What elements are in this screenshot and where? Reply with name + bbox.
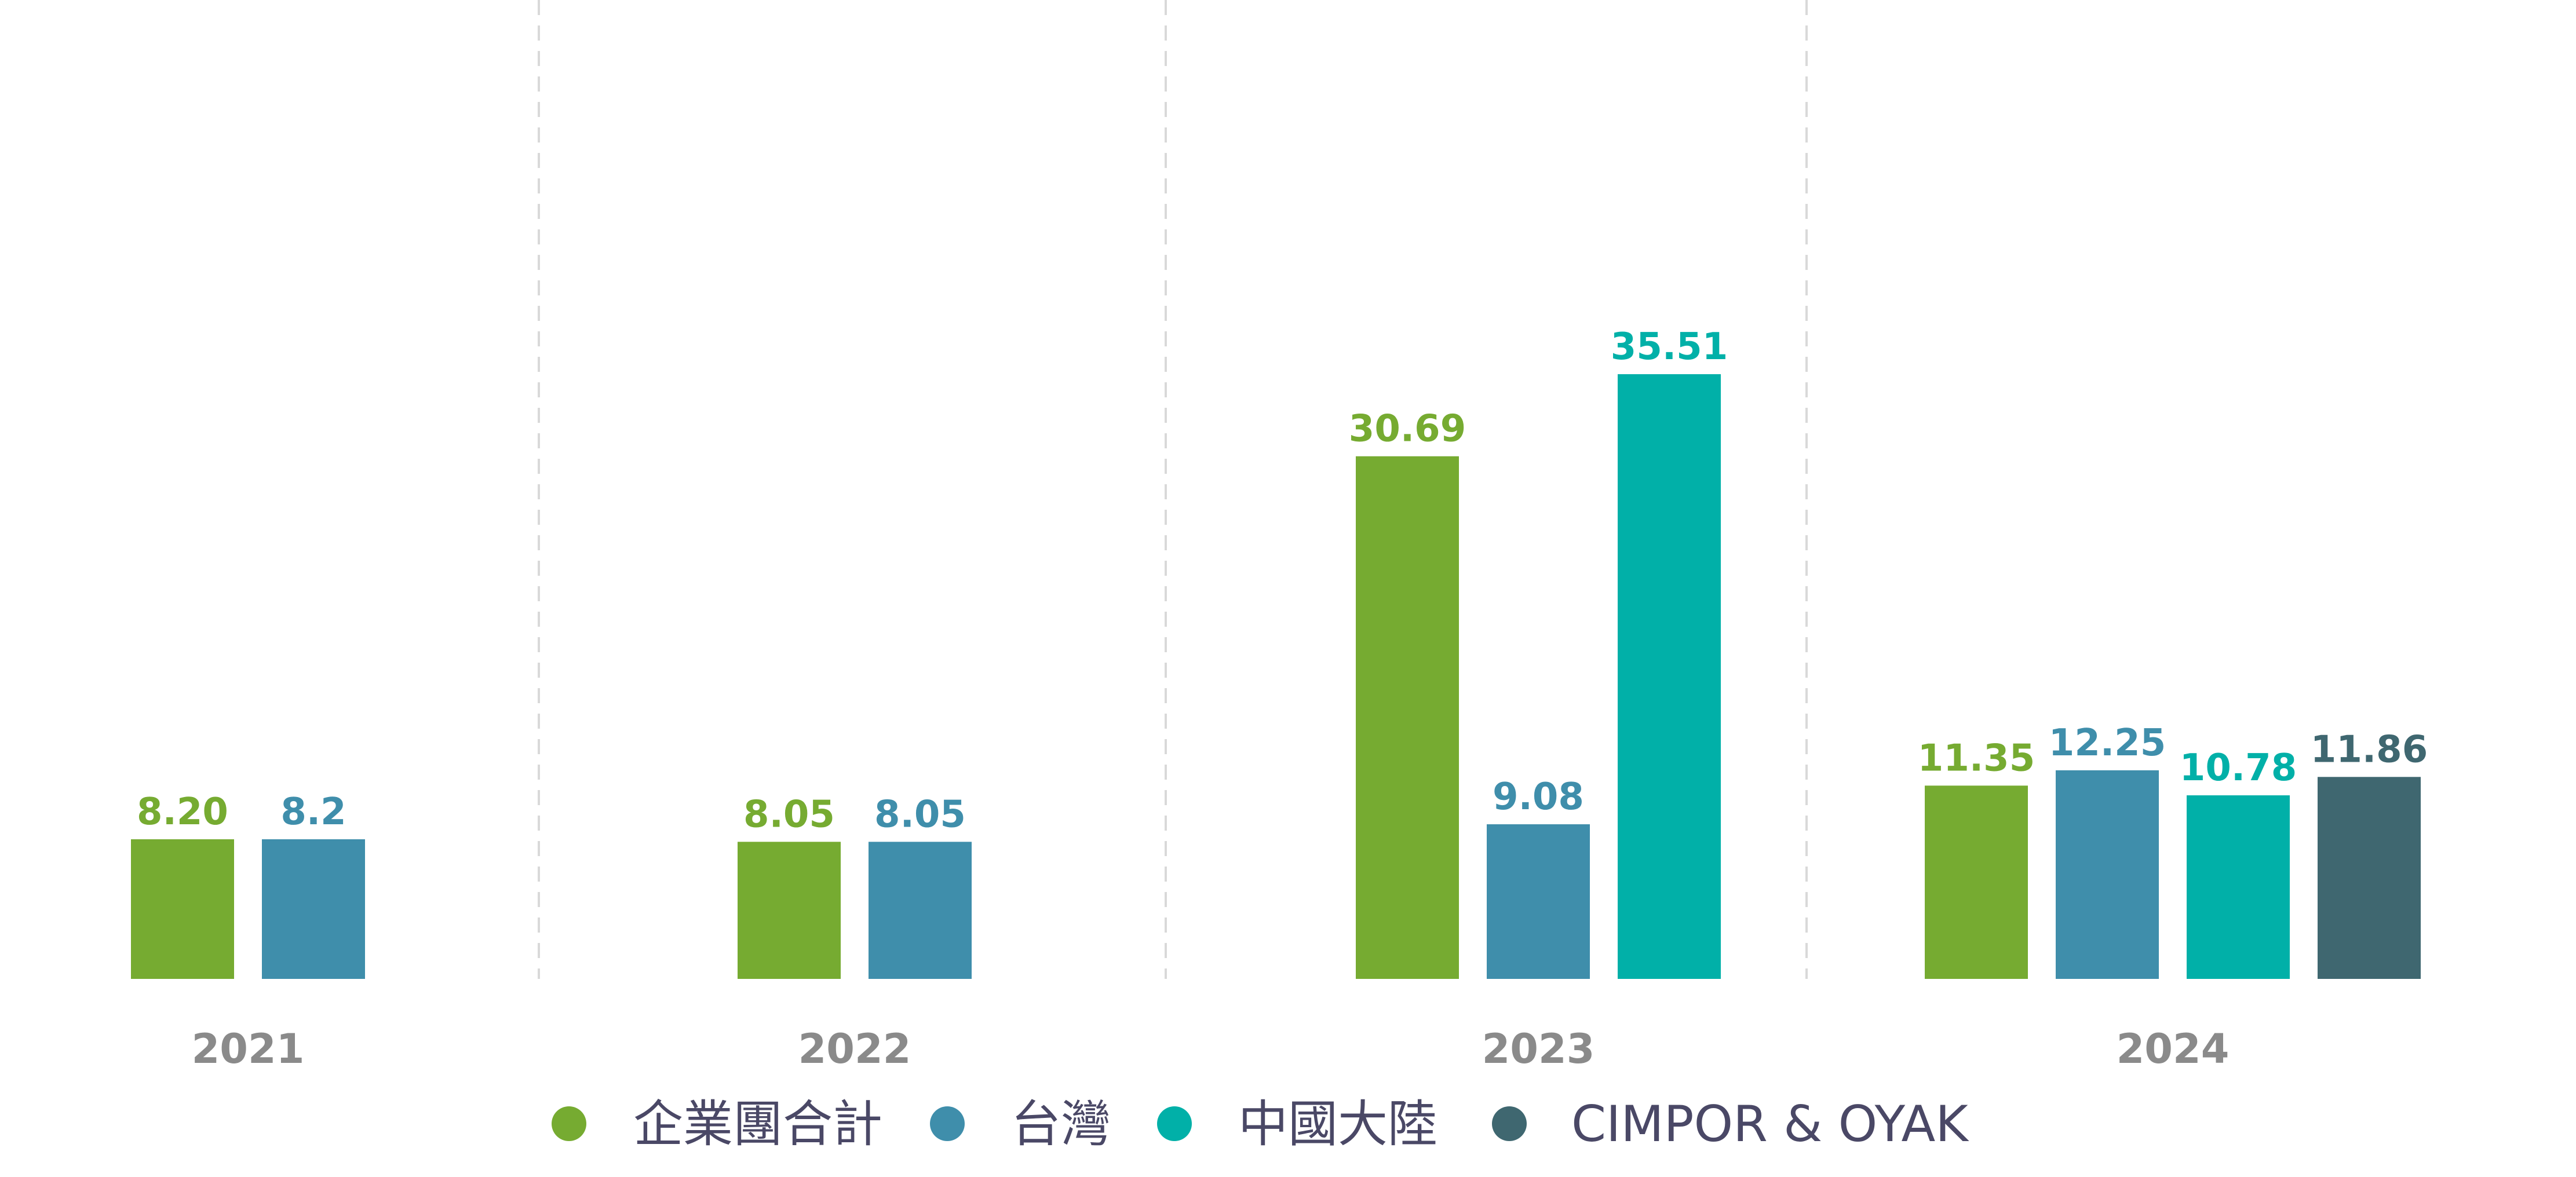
bar-value-label: 8.05 <box>743 793 835 836</box>
bar-value-label: 8.05 <box>874 793 966 836</box>
bar-value-label: 11.86 <box>2311 728 2428 771</box>
bar-value-label: 9.08 <box>1493 776 1584 818</box>
x-tick-label-2022: 2022 <box>798 1025 911 1073</box>
legend-swatch <box>1492 1106 1527 1141</box>
bar-2024-2 <box>2187 795 2290 979</box>
bar-2022-1 <box>869 842 972 979</box>
legend-swatch <box>930 1106 965 1141</box>
bar-value-label: 11.35 <box>1918 737 2035 780</box>
x-tick-label-2021: 2021 <box>192 1025 305 1073</box>
bar-2024-3 <box>2318 777 2421 979</box>
legend-label: CIMPOR & OYAK <box>1571 1095 1969 1153</box>
bar-value-label: 30.69 <box>1349 408 1466 451</box>
legend-label: 台灣 <box>1011 1095 1111 1153</box>
bar-2024-1 <box>2056 770 2159 979</box>
bar-2023-2 <box>1618 374 1721 979</box>
bar-value-label: 8.2 <box>280 791 346 834</box>
x-tick-label-2023: 2023 <box>1482 1025 1595 1073</box>
bar-value-label: 35.51 <box>1611 326 1728 368</box>
legend-swatch <box>552 1106 586 1141</box>
x-tick-label-2024: 2024 <box>2117 1025 2230 1073</box>
legend-label: 中國大陸 <box>1238 1095 1437 1153</box>
legend-swatch <box>1157 1106 1192 1141</box>
bar-2024-0 <box>1925 785 2028 979</box>
bar-value-label: 8.20 <box>137 791 228 834</box>
legend-label: 企業團合計 <box>633 1095 882 1153</box>
bar-value-label: 12.25 <box>2049 722 2166 765</box>
bar-value-label: 10.78 <box>2180 747 2297 789</box>
bar-2022-0 <box>738 842 841 979</box>
bar-2021-0 <box>131 839 234 979</box>
bar-2021-1 <box>262 839 365 979</box>
bar-2023-1 <box>1487 824 1590 979</box>
bar-2023-0 <box>1356 456 1459 979</box>
